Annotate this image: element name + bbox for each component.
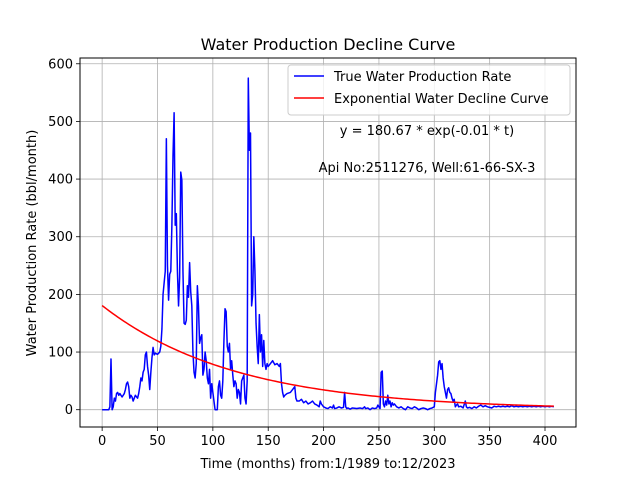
y-tick-label: 200 bbox=[48, 288, 73, 303]
x-tick-label: 50 bbox=[149, 434, 166, 449]
well-info-annotation: Api No:2511276, Well:61-66-SX-3 bbox=[319, 161, 536, 176]
legend-label-decline: Exponential Water Decline Curve bbox=[334, 92, 549, 107]
exponential-decline-curve-line bbox=[101, 304, 554, 407]
x-tick-label: 400 bbox=[533, 434, 558, 449]
x-tick-label: 200 bbox=[311, 434, 336, 449]
legend-box bbox=[287, 64, 571, 116]
legend-label-true-rate: True Water Production Rate bbox=[333, 70, 511, 85]
chart-title: Water Production Decline Curve bbox=[201, 35, 456, 54]
grid-lines bbox=[80, 58, 576, 427]
y-tick-label: 300 bbox=[48, 230, 73, 245]
x-axis-ticks: 0 50 100 150 200 250 300 350 400 bbox=[98, 427, 557, 449]
x-tick-label: 100 bbox=[200, 434, 225, 449]
x-tick-label: 250 bbox=[367, 434, 392, 449]
y-tick-label: 100 bbox=[48, 346, 73, 361]
y-axis-label: Water Production Rate (bbl/month) bbox=[25, 130, 40, 357]
legend: True Water Production Rate Exponential W… bbox=[287, 64, 571, 116]
x-tick-label: 350 bbox=[477, 434, 502, 449]
y-tick-label: 0 bbox=[65, 403, 73, 418]
true-water-production-line bbox=[102, 77, 555, 411]
x-tick-label: 0 bbox=[98, 434, 106, 449]
x-axis-label: Time (months) from:1/1989 to:12/2023 bbox=[199, 457, 455, 472]
y-tick-label: 600 bbox=[48, 57, 73, 72]
x-tick-label: 150 bbox=[256, 434, 281, 449]
equation-annotation: y = 180.67 * exp(-0.01 * t) bbox=[340, 124, 514, 139]
plot-area bbox=[101, 77, 555, 411]
x-tick-label: 300 bbox=[422, 434, 447, 449]
y-tick-label: 500 bbox=[48, 115, 73, 130]
y-axis-ticks: 0 100 200 300 400 500 600 bbox=[48, 57, 80, 418]
plot-frame bbox=[79, 57, 577, 428]
y-tick-label: 400 bbox=[48, 173, 73, 188]
